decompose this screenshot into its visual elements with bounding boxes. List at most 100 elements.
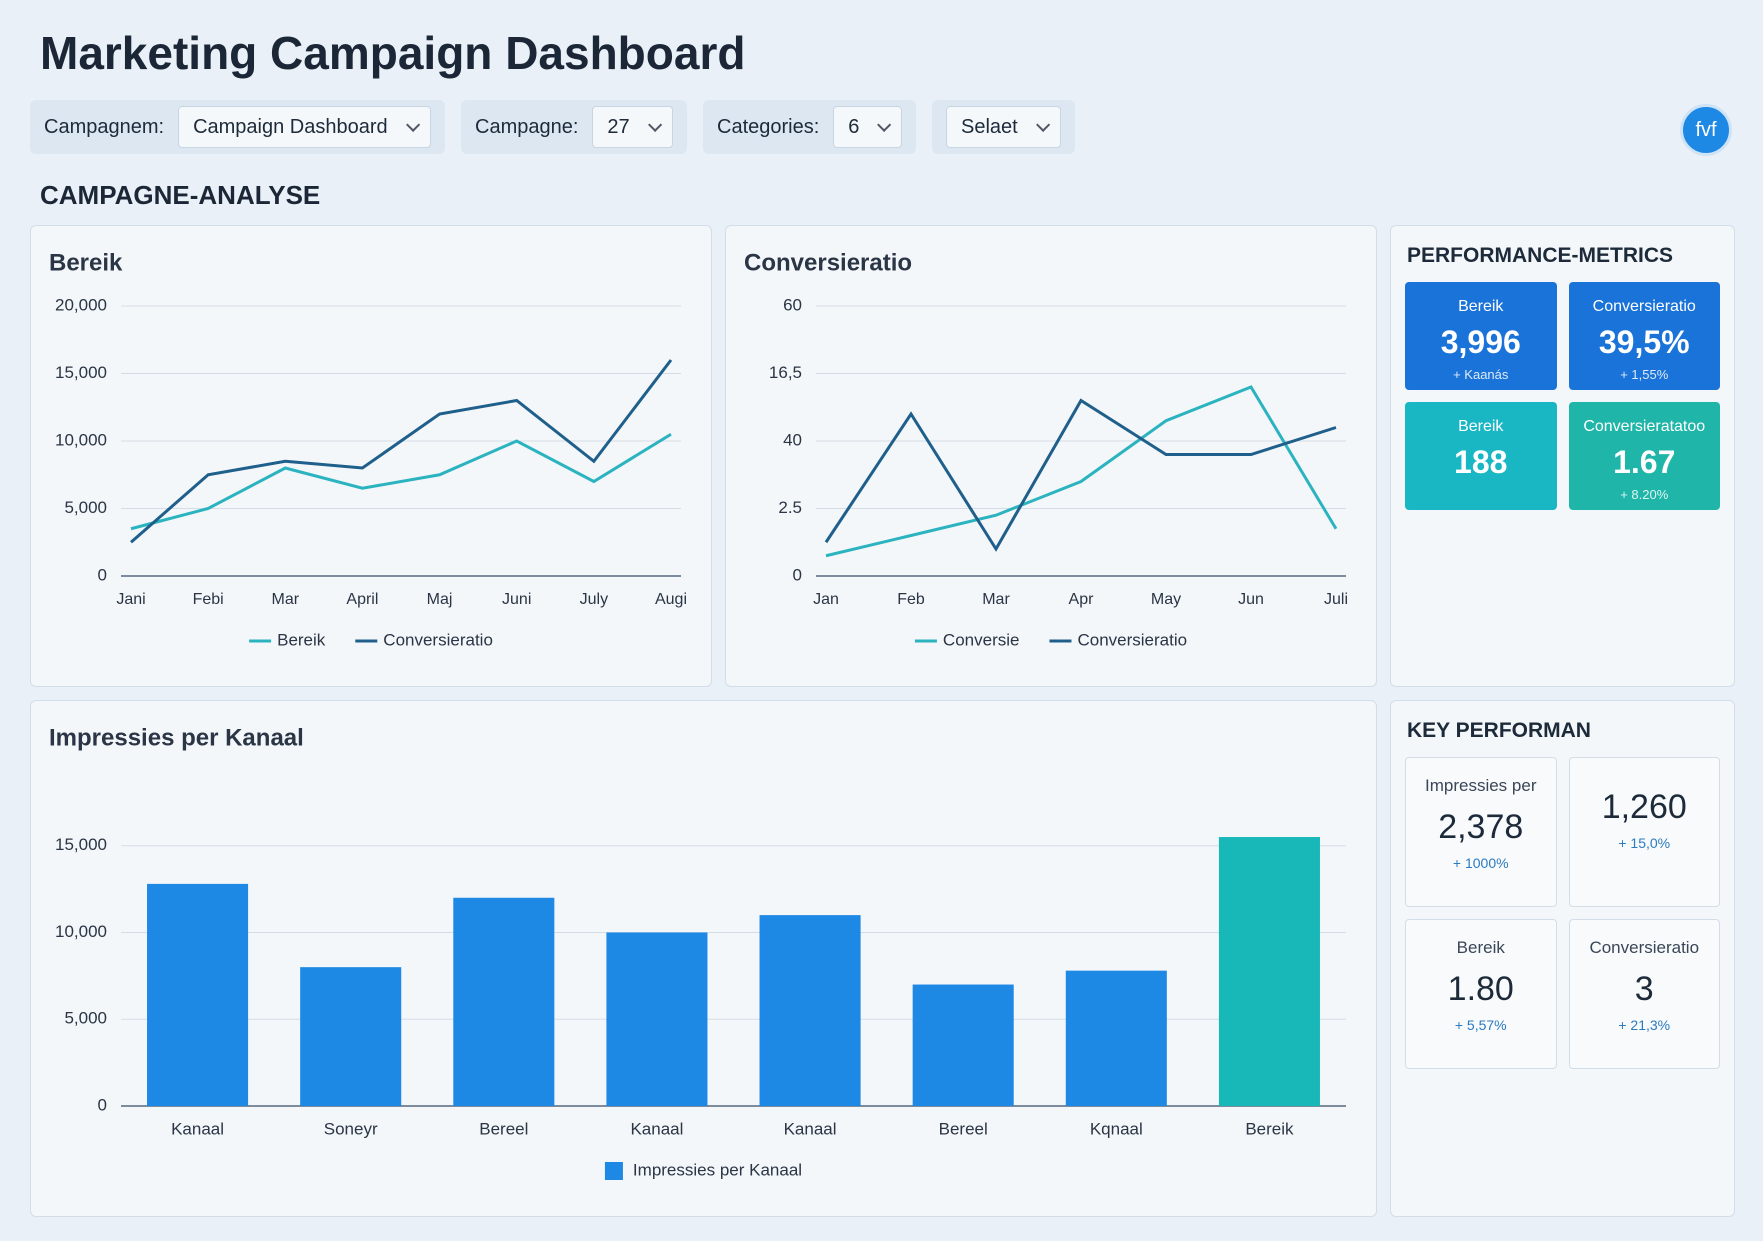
metric-label: Conversieratatoo [1583, 418, 1706, 435]
y-tick-label: 15,000 [55, 835, 107, 854]
metric-value: 188 [1454, 444, 1508, 480]
y-tick-label: 10,000 [55, 430, 107, 449]
dropdown[interactable]: Campaign Dashboard [178, 106, 431, 148]
metric-label: Conversieratio [1589, 938, 1700, 957]
avatar[interactable]: fvf [1680, 104, 1732, 156]
filter: Campagnem: Campaign Dashboard [30, 100, 445, 154]
chart-title: Impressies per Kanaal [49, 724, 304, 751]
x-tick-label: Kanaal [784, 1119, 837, 1138]
x-tick-label: Juli [1324, 591, 1348, 608]
legend-swatch [604, 1162, 623, 1180]
x-tick-label: Augi [655, 591, 687, 608]
filter: Categories: 6 [703, 100, 917, 154]
dropdown[interactable]: Selaet [946, 106, 1061, 148]
x-tick-label: Jani [116, 591, 145, 608]
series-line [824, 398, 1337, 552]
y-tick-label: 20,000 [55, 295, 107, 314]
y-tick-label: 10,000 [55, 922, 107, 941]
x-tick-label: Bereel [479, 1119, 528, 1138]
x-tick-label: Feb [897, 591, 925, 608]
y-tick-label: 15,000 [55, 363, 107, 382]
metric-label: Bereik [1458, 418, 1504, 435]
y-tick-label: 0 [793, 565, 802, 584]
metric-card: Bereik 3,996 + Kaanás [1405, 282, 1557, 390]
metric-card: Conversieratatoo 1.67 + 8.20% [1568, 402, 1720, 510]
metric-change: + 1000% [1452, 855, 1509, 871]
x-tick-label: Soneyr [324, 1119, 378, 1138]
filter-label: Campagne: [475, 115, 579, 138]
metric-change: + 8.20% [1620, 487, 1669, 502]
metric-label: Bereik [1456, 938, 1505, 957]
metric-change: + Kaanás [1453, 367, 1509, 382]
chart-title: Conversieratio [744, 249, 912, 276]
x-tick-label: Mar [982, 591, 1010, 608]
performance-panel: PERFORMANCE-METRICS Bereik 3,996 + Kaanás Co… [1390, 225, 1735, 687]
x-tick-label: Febi [193, 591, 224, 608]
series-line [825, 385, 1338, 558]
y-tick-label: 5,000 [64, 1009, 107, 1028]
conversion-panel: Conversieratio 0 2.5 40 16,5 60 Jan Feb Mar Apr Ma… [725, 225, 1377, 687]
metric-label: Bereik [1458, 298, 1504, 315]
x-tick-label: Kqnaal [1090, 1119, 1143, 1138]
metric-value: 1,260 [1601, 788, 1687, 826]
metric-card: Conversieratio 3 + 21,3% [1568, 919, 1720, 1069]
x-tick-label: Maj [427, 591, 453, 608]
section-title: CAMPAGNE-ANALYSE [40, 180, 321, 210]
metric-change: + 1,55% [1620, 367, 1669, 382]
metric-value: 3,996 [1440, 324, 1521, 360]
dropdown[interactable]: 6 [833, 106, 903, 148]
y-tick-label: 40 [783, 430, 802, 449]
x-tick-label: Kanaal [171, 1119, 224, 1138]
series-line [130, 432, 672, 531]
metric-value: 3 [1634, 970, 1654, 1008]
legend: Conversie Conversieratio [914, 630, 1187, 649]
bar [1065, 970, 1167, 1106]
filter-label: Categories: [717, 115, 820, 138]
y-tick-label: 2.5 [778, 498, 802, 517]
x-tick-label: Apr [1069, 591, 1095, 608]
card-grid: Bereik 3,996 + Kaanás Conversieratio 39,5% + … [1391, 282, 1734, 510]
metric-card: 1,260 + 15,0% [1568, 757, 1720, 907]
filter: Selaet [932, 100, 1075, 154]
x-tick-label: Mar [272, 591, 300, 608]
chart: Bereik 0 5,000 10,000 15,000 20,000 Jani Febi Ma… [49, 249, 687, 649]
y-tick-label: 5,000 [64, 498, 107, 517]
dropdown[interactable]: 27 [592, 106, 673, 148]
legend: Impressies per Kanaal [604, 1160, 802, 1180]
metric-value: 1.67 [1613, 444, 1676, 480]
x-tick-label: Jun [1238, 591, 1264, 608]
x-tick-label: Jan [813, 591, 839, 608]
chart: Conversieratio 0 2.5 40 16,5 60 Jan Feb Mar Apr Ma… [744, 249, 1348, 649]
y-tick-label: 16,5 [769, 363, 802, 382]
legend: Bereik Conversieratio [249, 630, 493, 649]
metric-change: + 15,0% [1618, 835, 1671, 851]
x-tick-label: Kanaal [630, 1119, 683, 1138]
legend-label: Bereik [277, 630, 326, 649]
bar [1218, 837, 1320, 1106]
x-tick-label: April [346, 591, 378, 608]
key-performance-panel: KEY PERFORMAN Impressies per 2,378 + 1000% 1… [1390, 700, 1735, 1217]
panel-title: PERFORMANCE-METRICS [1407, 244, 1673, 267]
legend-label: Conversieratio [1077, 630, 1187, 649]
x-tick-label: May [1151, 591, 1181, 608]
filter-label: Campagnem: [44, 115, 165, 138]
metric-value: 1.80 [1447, 970, 1514, 1008]
metric-value: 2,378 [1438, 808, 1524, 846]
metric-label: Conversieratio [1592, 298, 1696, 315]
metric-card: Bereik 1.80 + 5,57% [1405, 919, 1557, 1069]
y-tick-label: 60 [783, 295, 802, 314]
metric-card: Conversieratio 39,5% + 1,55% [1568, 282, 1720, 390]
reach-panel: Bereik 0 5,000 10,000 15,000 20,000 Jani Febi Ma… [30, 225, 712, 687]
metric-label: Impressies per [1425, 776, 1537, 795]
impressions-panel: Impressies per Kanaal 0 5,000 10,000 15,000 K… [30, 700, 1377, 1217]
bar [300, 967, 402, 1106]
legend-label: Conversie [943, 630, 1020, 649]
x-tick-label: Bereik [1245, 1119, 1294, 1138]
y-tick-label: 0 [98, 565, 107, 584]
chart: Impressies per Kanaal 0 5,000 10,000 15,000 K… [49, 724, 1346, 1180]
x-tick-label: Bereel [939, 1119, 988, 1138]
metric-value: 39,5% [1598, 324, 1690, 360]
series-line [130, 359, 673, 544]
x-tick-label: July [580, 591, 608, 608]
card-grid: Impressies per 2,378 + 1000% 1,260 + 15,0% Be… [1391, 757, 1734, 1069]
